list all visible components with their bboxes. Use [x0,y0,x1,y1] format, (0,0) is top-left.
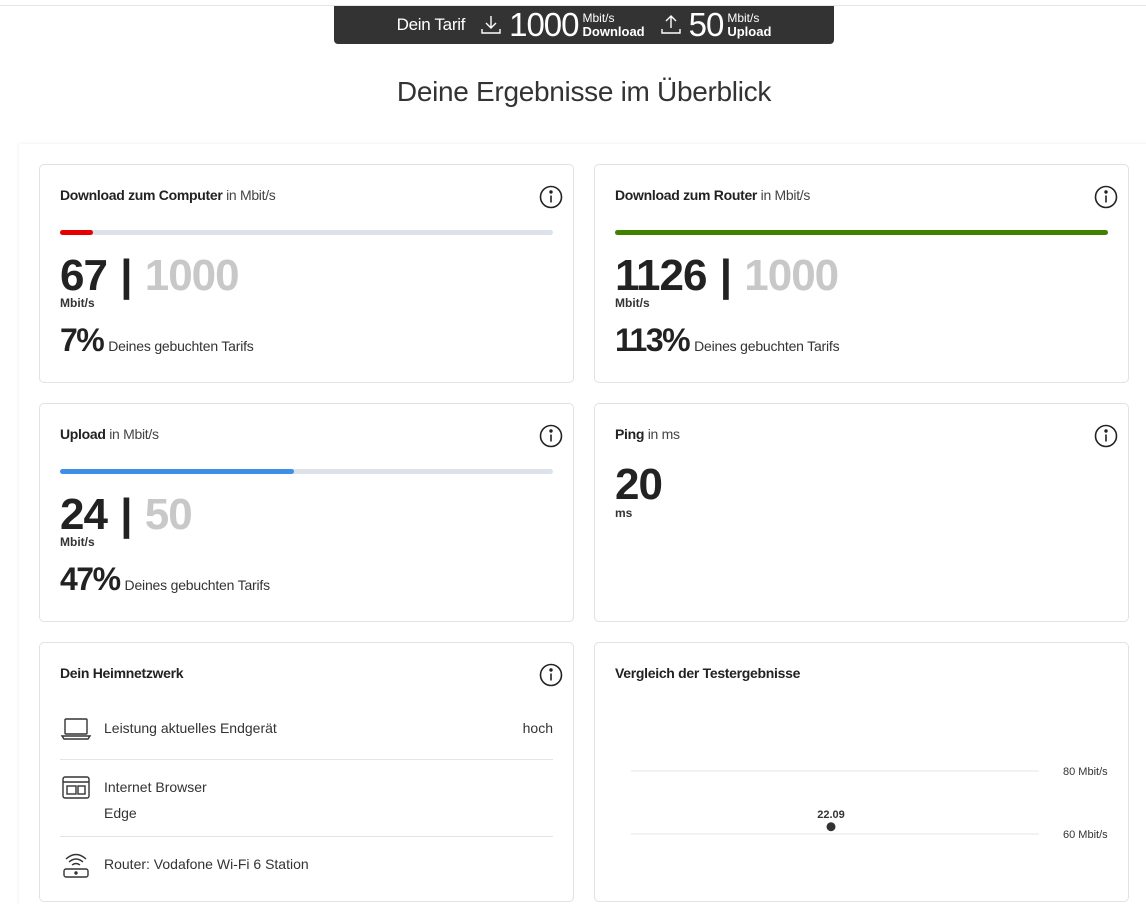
speed-value: 67 | 1000 [60,251,240,301]
percent-label: Deines gebuchten Tarifs [694,338,840,354]
card-title-main: Dein Heimnetzwerk [60,665,184,681]
ping-value: 20 [615,460,663,509]
upload-card: Upload in Mbit/s 24 | 50 Mbit/s 47% Dein… [39,403,574,622]
progress-track [60,469,553,474]
card-title-main: Download zum Computer [60,187,223,203]
speed-value: 1126 | 1000 [615,251,839,301]
percent-row: 47% Deines gebuchten Tarifs [60,561,270,598]
info-icon[interactable] [1094,185,1118,209]
tarif-download-value: 1000 [509,6,579,43]
comparison-card: Vergleich der Testergebnisse 80 Mbit/s 60… [594,642,1129,902]
card-title-unit: in ms [644,426,680,442]
card-title-unit: in Mbit/s [757,187,811,203]
tarif-upload-value: 50 [688,6,725,43]
info-icon[interactable] [1094,424,1118,448]
percent-row: 113% Deines gebuchten Tarifs [615,322,840,359]
top-divider [0,5,1146,6]
tarif-max-value: 1000 [744,251,839,300]
data-label: 22.09 [817,809,845,821]
browser-icon [62,776,90,799]
tarif-upload-unit-text: Mbit/s [727,11,760,25]
row-divider [60,836,553,837]
card-title-main: Vergleich der Testergebnisse [615,665,801,681]
download-computer-card: Download zum Computer in Mbit/s 67 | 100… [39,164,574,383]
percent-label: Deines gebuchten Tarifs [108,338,254,354]
progress-track [615,230,1108,235]
y-tick-label: 60 Mbit/s [1063,829,1108,841]
progress-fill [60,230,94,235]
card-title-unit: in Mbit/s [105,426,159,442]
tarif-download-label: Download [582,24,645,39]
upload-arrow-icon [660,15,681,34]
row-divider [60,759,553,760]
measured-value: 24 [60,490,108,539]
value-separator: | [120,490,132,539]
download-router-card: Download zum Router in Mbit/s 1126 | 100… [594,164,1129,383]
card-title: Download zum Router in Mbit/s [615,187,810,203]
percent-value: 47% [60,561,121,597]
value-separator: | [719,251,732,300]
card-title-main: Download zum Router [615,187,758,203]
laptop-icon [60,718,92,740]
y-tick-label: 80 Mbit/s [1063,766,1108,778]
tarif-max-value: 50 [144,490,193,539]
card-title-main: Upload [60,426,106,442]
info-icon[interactable] [539,424,563,448]
download-arrow-icon [481,16,501,34]
card-title: Ping in ms [615,426,680,442]
comparison-chart: 80 Mbit/s 60 Mbit/s 22.09 [631,766,1108,841]
network-row-value: hoch [522,720,553,736]
tarif-bar: Dein Tarif 1000 Mbit/s Download 50 Mbit/… [334,6,834,44]
value-unit: Mbit/s [615,296,650,310]
network-row-router: Router: Vodafone Wi-Fi 6 Station [60,851,553,879]
progress-track [60,230,553,235]
percent-value: 7% [60,322,105,358]
tarif-upload-unit: Mbit/s Upload [727,11,771,39]
network-row-device: Leistung aktuelles Endgerät hoch [60,715,553,743]
value-unit: Mbit/s [60,535,95,549]
card-title: Dein Heimnetzwerk [60,665,184,681]
network-row-label: Router: Vodafone Wi-Fi 6 Station [104,856,309,872]
value-separator: | [120,251,132,300]
network-row-sub: Edge [104,805,137,821]
card-title-unit: in Mbit/s [222,187,276,203]
info-icon[interactable] [539,663,563,687]
card-title-main: Ping [615,426,645,442]
progress-fill [60,469,295,474]
info-icon[interactable] [539,185,563,209]
percent-value: 113% [615,322,691,358]
network-row-label: Internet Browser [104,779,207,795]
tarif-download-unit: Mbit/s Download [583,11,645,39]
percent-label: Deines gebuchten Tarifs [124,577,271,593]
value-unit: Mbit/s [60,296,95,310]
percent-row: 7% Deines gebuchten Tarifs [60,322,254,359]
tarif-label: Dein Tarif [396,15,466,34]
page-title: Deine Ergebnisse im Überblick [396,76,772,107]
ping-card: Ping in ms 20 ms [594,403,1129,622]
network-row-browser: Internet Browser Edge [60,774,553,826]
router-icon [63,853,89,878]
progress-fill [615,230,1108,235]
speed-value: 24 | 50 [60,490,193,540]
tarif-download-unit-text: Mbit/s [582,11,615,25]
tarif-upload-label: Upload [727,24,772,39]
home-network-card: Dein Heimnetzwerk Leistung aktuelles End… [39,642,574,902]
tarif-max-value: 1000 [144,251,240,300]
network-row-text: Internet Browser Edge [104,774,207,826]
card-title: Vergleich der Testergebnisse [615,665,800,681]
network-row-label: Leistung aktuelles Endgerät [104,720,277,736]
ping-unit: ms [615,506,633,520]
measured-value: 67 [60,251,108,300]
measured-value: 1126 [615,251,707,300]
card-title: Upload in Mbit/s [60,426,159,442]
card-title: Download zum Computer in Mbit/s [60,187,276,203]
data-point[interactable] [826,822,836,832]
